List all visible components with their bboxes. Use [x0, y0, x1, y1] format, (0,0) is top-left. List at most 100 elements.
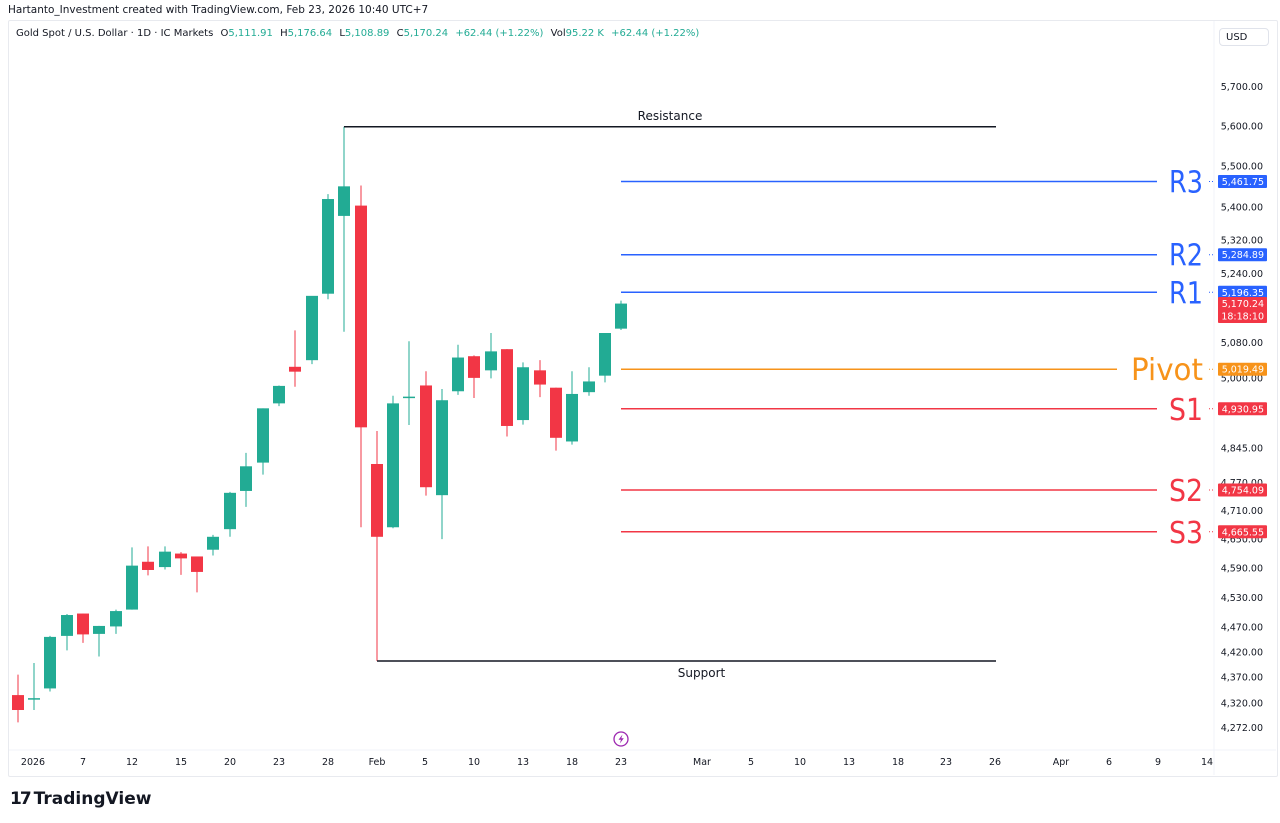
bullish-candle[interactable]	[583, 367, 595, 396]
bullish-candle[interactable]	[224, 491, 236, 537]
pivot-level-pivot[interactable]: Pivot	[621, 353, 1203, 388]
time-tick-label: 10	[794, 757, 806, 768]
price-tag-s1: 4,930.95	[1209, 402, 1267, 416]
bullish-candle[interactable]	[61, 614, 73, 651]
bullish-candle[interactable]	[257, 408, 269, 475]
pivot-level-r3[interactable]: R3	[621, 166, 1203, 201]
price-tick-label: 5,600.00	[1221, 122, 1263, 133]
price-tick-label: 5,080.00	[1221, 338, 1263, 349]
bearish-candle[interactable]	[77, 613, 89, 643]
time-tick-label: 2026	[21, 757, 45, 768]
bullish-candle[interactable]	[403, 341, 415, 426]
time-axis[interactable]: 2026 7 12 15 20 23 28 Feb 5 10 13 18 23 Mar 5 10 13 18 23 2…	[21, 757, 1213, 768]
bullish-candle[interactable]	[599, 333, 611, 383]
pivot-level-r1[interactable]: R1	[621, 276, 1203, 311]
bullish-candle[interactable]	[93, 625, 105, 657]
open-value: 5,111.91	[228, 28, 273, 39]
resistance-line[interactable]: Resistance	[344, 109, 996, 128]
bearish-candle[interactable]	[175, 552, 187, 575]
low-label: L	[339, 28, 345, 39]
svg-text:4,930.95: 4,930.95	[1222, 404, 1264, 415]
bullish-candle[interactable]	[110, 609, 122, 634]
price-tick-label: 5,400.00	[1221, 202, 1263, 213]
time-tick-label: 23	[940, 757, 952, 768]
currency-button[interactable]: USD	[1219, 28, 1269, 46]
pivot-level-label: S3	[1169, 516, 1203, 551]
bearish-candle[interactable]	[420, 371, 432, 496]
time-tick-label: 5	[422, 757, 428, 768]
pivot-level-label: S2	[1169, 474, 1203, 509]
tradingview-logo[interactable]: 17 TradingView	[10, 789, 151, 809]
close-value: 5,170.24	[403, 28, 449, 39]
bearish-candle[interactable]	[191, 556, 203, 593]
tradingview-logo-icon: 17	[10, 789, 32, 809]
time-tick-label: 13	[843, 757, 855, 768]
time-tick-label: 18	[892, 757, 904, 768]
bullish-candle[interactable]	[452, 344, 464, 395]
bullish-candle[interactable]	[387, 395, 399, 529]
time-tick-label: 6	[1106, 757, 1112, 768]
price-tick-label: 4,370.00	[1221, 673, 1263, 684]
time-tick-label: 26	[989, 757, 1001, 768]
price-tag-s3: 4,665.55	[1209, 525, 1267, 539]
bullish-candle[interactable]	[338, 126, 350, 332]
bullish-candle[interactable]	[159, 546, 171, 570]
bullish-candle[interactable]	[44, 635, 56, 692]
bullish-candle[interactable]	[436, 389, 448, 540]
pivot-level-s1[interactable]: S1	[621, 393, 1203, 428]
price-tick-label: 5,240.00	[1221, 269, 1263, 280]
bearish-candle[interactable]	[12, 674, 24, 723]
support-line[interactable]: Support	[377, 660, 996, 680]
price-tag-r2: 5,284.89	[1209, 248, 1267, 262]
svg-text:4,665.55: 4,665.55	[1222, 527, 1264, 538]
bearish-candle[interactable]	[142, 546, 154, 576]
support-label: Support	[678, 666, 726, 680]
symbol-legend: Gold Spot / U.S. Dollar · 1D · IC Market…	[16, 28, 699, 39]
lightning-event-icon[interactable]	[613, 731, 629, 747]
pivot-level-label: R1	[1169, 276, 1203, 311]
tradingview-logo-text: TradingView	[33, 789, 152, 809]
bullish-candle[interactable]	[517, 362, 529, 425]
price-tick-label: 5,500.00	[1221, 162, 1263, 173]
svg-text:5,019.49: 5,019.49	[1222, 365, 1264, 376]
price-axis[interactable]: 5,700.00 5,600.00 5,500.00 5,400.00 5,320.00…	[1221, 82, 1263, 734]
symbol-name[interactable]: Gold Spot / U.S. Dollar · 1D · IC Market…	[16, 28, 214, 39]
volume-change-value: +62.44 (+1.22%)	[611, 28, 700, 39]
bearish-candle[interactable]	[289, 330, 301, 387]
bullish-candle[interactable]	[240, 452, 252, 507]
bullish-candle[interactable]	[615, 300, 627, 330]
bullish-candle[interactable]	[273, 385, 285, 407]
volume-label: Vol	[550, 28, 566, 39]
pivot-level-s2[interactable]: S2	[621, 474, 1203, 509]
bullish-candle[interactable]	[207, 534, 219, 556]
time-tick-label: 14	[1201, 757, 1213, 768]
bearish-candle[interactable]	[550, 387, 562, 451]
bearish-candle[interactable]	[468, 355, 480, 398]
bullish-candle[interactable]	[126, 547, 138, 610]
bullish-candle[interactable]	[566, 371, 578, 445]
bullish-candle[interactable]	[306, 295, 318, 365]
price-tick-label: 4,320.00	[1221, 698, 1263, 709]
pivot-level-s3[interactable]: S3	[621, 516, 1203, 551]
time-tick-label: Apr	[1053, 757, 1070, 768]
pivot-level-r2[interactable]: R2	[621, 239, 1203, 274]
bearish-candle[interactable]	[371, 430, 383, 661]
bearish-candle[interactable]	[355, 185, 367, 528]
bearish-candle[interactable]	[534, 360, 546, 398]
price-tick-label: 4,710.00	[1221, 506, 1263, 517]
price-tick-label: 5,000.00	[1221, 373, 1263, 384]
svg-text:5,461.75: 5,461.75	[1222, 177, 1264, 188]
bullish-candle[interactable]	[322, 194, 334, 300]
time-tick-label: 23	[615, 757, 627, 768]
bearish-candle[interactable]	[501, 349, 513, 437]
price-tick-label: 4,272.00	[1221, 723, 1263, 734]
bullish-candle[interactable]	[28, 663, 40, 711]
close-label: C	[396, 28, 404, 39]
low-value: 5,108.89	[344, 28, 390, 39]
time-tick-label: 28	[322, 757, 334, 768]
candlestick-series[interactable]	[12, 126, 627, 723]
bullish-candle[interactable]	[485, 333, 497, 379]
price-tick-label: 4,650.00	[1221, 535, 1263, 546]
time-tick-label: Mar	[693, 757, 711, 768]
